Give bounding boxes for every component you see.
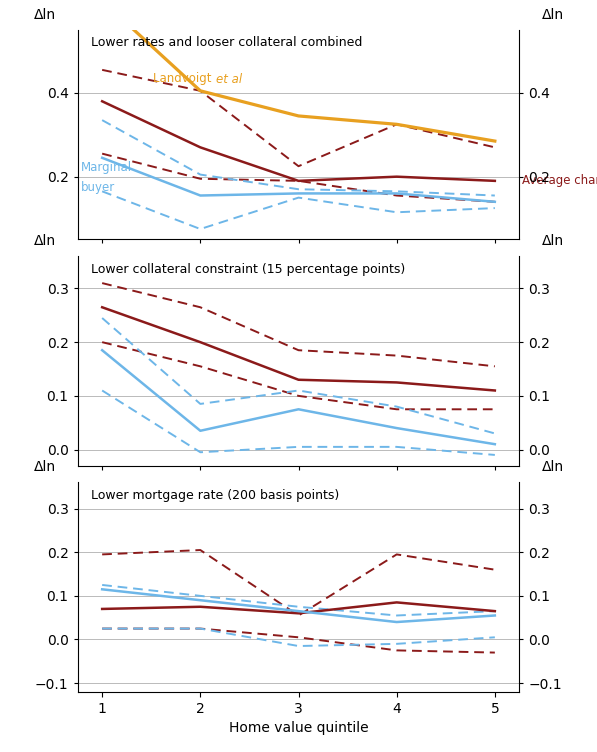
Text: Marginal: Marginal (81, 161, 132, 174)
Text: Δln: Δln (541, 460, 564, 474)
Text: Δln: Δln (33, 8, 56, 22)
Text: Δln: Δln (541, 8, 564, 22)
Text: Lower rates and looser collateral combined: Lower rates and looser collateral combin… (91, 36, 362, 50)
Text: buyer: buyer (81, 181, 115, 194)
Text: Δln: Δln (33, 234, 56, 248)
X-axis label: Home value quintile: Home value quintile (229, 721, 368, 735)
Text: Δln: Δln (33, 460, 56, 474)
Text: Lower mortgage rate (200 basis points): Lower mortgage rate (200 basis points) (91, 489, 339, 502)
Text: Δln: Δln (541, 234, 564, 248)
Text: et al: et al (216, 73, 242, 86)
Text: Lower collateral constraint (15 percentage points): Lower collateral constraint (15 percenta… (91, 262, 405, 275)
Text: Average change: Average change (522, 174, 597, 187)
Text: Landvoigt: Landvoigt (153, 71, 216, 85)
